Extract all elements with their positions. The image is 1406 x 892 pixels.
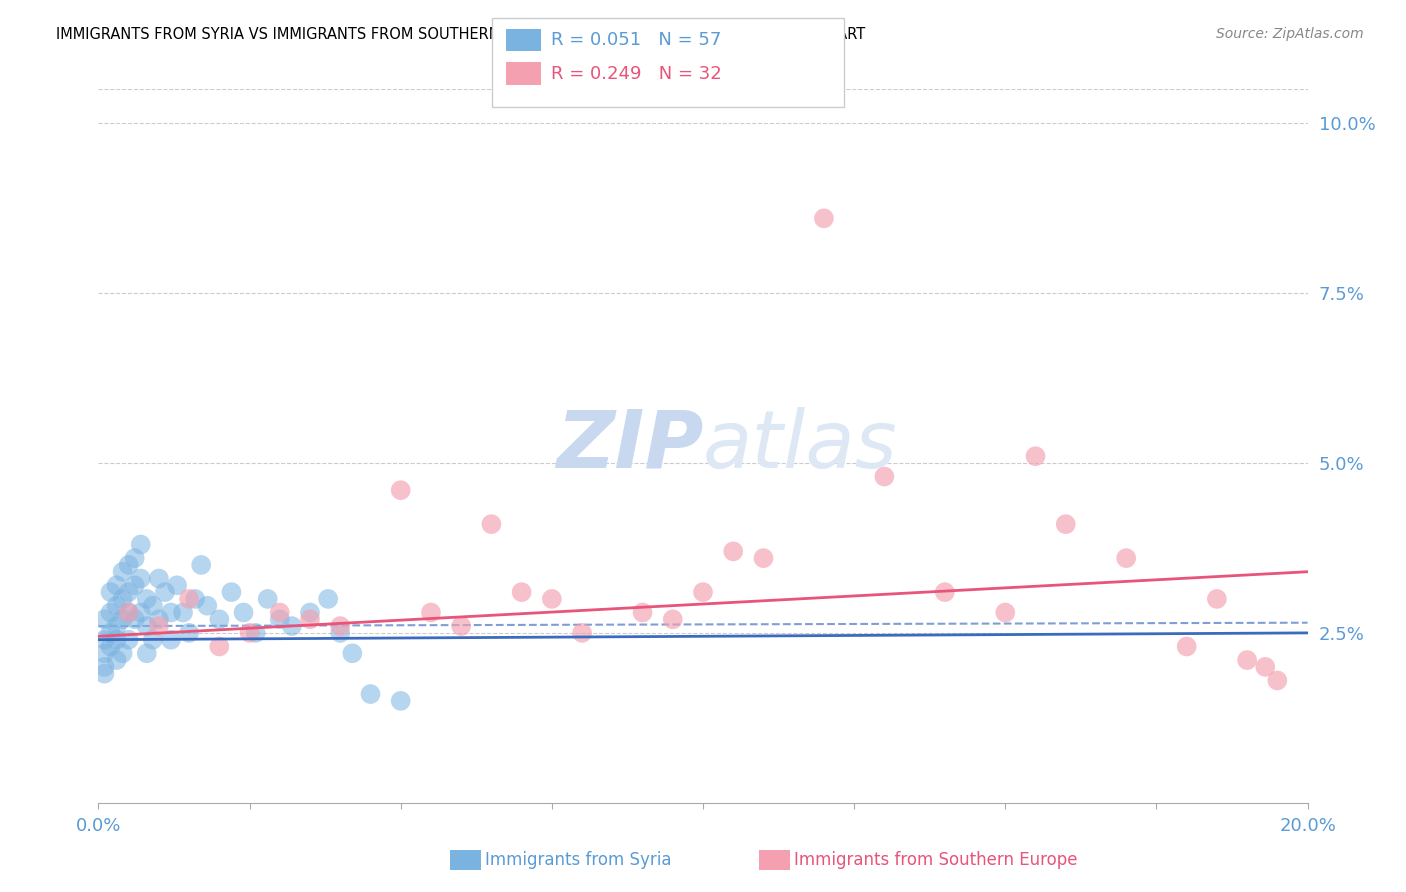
Text: R = 0.249   N = 32: R = 0.249 N = 32 [551, 65, 721, 83]
Point [179, 591, 201, 606]
Point [389, 483, 412, 498]
Point [316, 591, 339, 606]
Point [100, 606, 122, 620]
Point [93, 660, 115, 674]
Point [100, 640, 122, 654]
Point [93, 666, 115, 681]
Point [118, 606, 141, 620]
Point [208, 640, 231, 654]
Point [105, 632, 128, 647]
Point [148, 572, 170, 586]
Point [124, 578, 146, 592]
Point [190, 558, 212, 572]
Point [662, 612, 685, 626]
Point [281, 619, 304, 633]
Point [93, 612, 115, 626]
Point [129, 606, 152, 620]
Point [184, 591, 207, 606]
Point [153, 585, 176, 599]
Point [813, 211, 835, 226]
Point [256, 591, 278, 606]
Point [124, 551, 146, 566]
Point [172, 606, 194, 620]
Point [111, 612, 134, 626]
Point [239, 626, 262, 640]
Point [1254, 660, 1277, 674]
Point [723, 544, 745, 558]
Point [299, 606, 322, 620]
Point [179, 626, 201, 640]
Point [994, 606, 1017, 620]
Point [166, 578, 188, 592]
Point [481, 517, 503, 532]
Point [269, 606, 291, 620]
Point [111, 591, 134, 606]
Point [1054, 517, 1077, 532]
Point [111, 565, 134, 579]
Point [329, 626, 352, 640]
Point [692, 585, 714, 599]
Point [631, 606, 654, 620]
Point [269, 612, 291, 626]
Point [148, 619, 170, 633]
Text: IMMIGRANTS FROM SYRIA VS IMMIGRANTS FROM SOUTHERN EUROPE VISION DISABILITY CORRE: IMMIGRANTS FROM SYRIA VS IMMIGRANTS FROM… [56, 27, 866, 42]
Point [360, 687, 382, 701]
Point [299, 612, 322, 626]
Text: Immigrants from Southern Europe: Immigrants from Southern Europe [794, 851, 1078, 869]
Point [118, 606, 141, 620]
Point [148, 612, 170, 626]
Point [142, 599, 165, 613]
Point [100, 585, 122, 599]
Point [118, 585, 141, 599]
Point [510, 585, 533, 599]
Point [129, 537, 152, 551]
Point [1236, 653, 1258, 667]
Point [93, 632, 115, 647]
Point [105, 653, 128, 667]
Point [540, 591, 562, 606]
Point [329, 619, 352, 633]
Point [124, 612, 146, 626]
Point [873, 469, 896, 483]
Text: Source: ZipAtlas.com: Source: ZipAtlas.com [1216, 27, 1364, 41]
Point [195, 599, 218, 613]
Point [232, 606, 254, 620]
Point [100, 626, 122, 640]
Point [160, 606, 183, 620]
Text: ZIP: ZIP [555, 407, 703, 485]
Point [118, 632, 141, 647]
Point [135, 646, 157, 660]
Text: Immigrants from Syria: Immigrants from Syria [485, 851, 672, 869]
Point [105, 599, 128, 613]
Point [450, 619, 472, 633]
Point [342, 646, 364, 660]
Point [1267, 673, 1289, 688]
Point [93, 646, 115, 660]
Point [160, 632, 183, 647]
Point [118, 558, 141, 572]
Point [752, 551, 775, 566]
Point [135, 619, 157, 633]
Point [105, 578, 128, 592]
Point [571, 626, 593, 640]
Point [420, 606, 443, 620]
Point [111, 646, 134, 660]
Point [1024, 449, 1046, 463]
Point [389, 694, 412, 708]
Point [934, 585, 956, 599]
Point [129, 572, 152, 586]
Point [142, 632, 165, 647]
Point [208, 612, 231, 626]
Point [1115, 551, 1137, 566]
Text: atlas: atlas [703, 407, 898, 485]
Text: R = 0.051   N = 57: R = 0.051 N = 57 [551, 31, 721, 49]
Point [221, 585, 243, 599]
Point [135, 591, 157, 606]
Point [105, 619, 128, 633]
Point [1175, 640, 1198, 654]
Point [1206, 591, 1229, 606]
Point [245, 626, 267, 640]
